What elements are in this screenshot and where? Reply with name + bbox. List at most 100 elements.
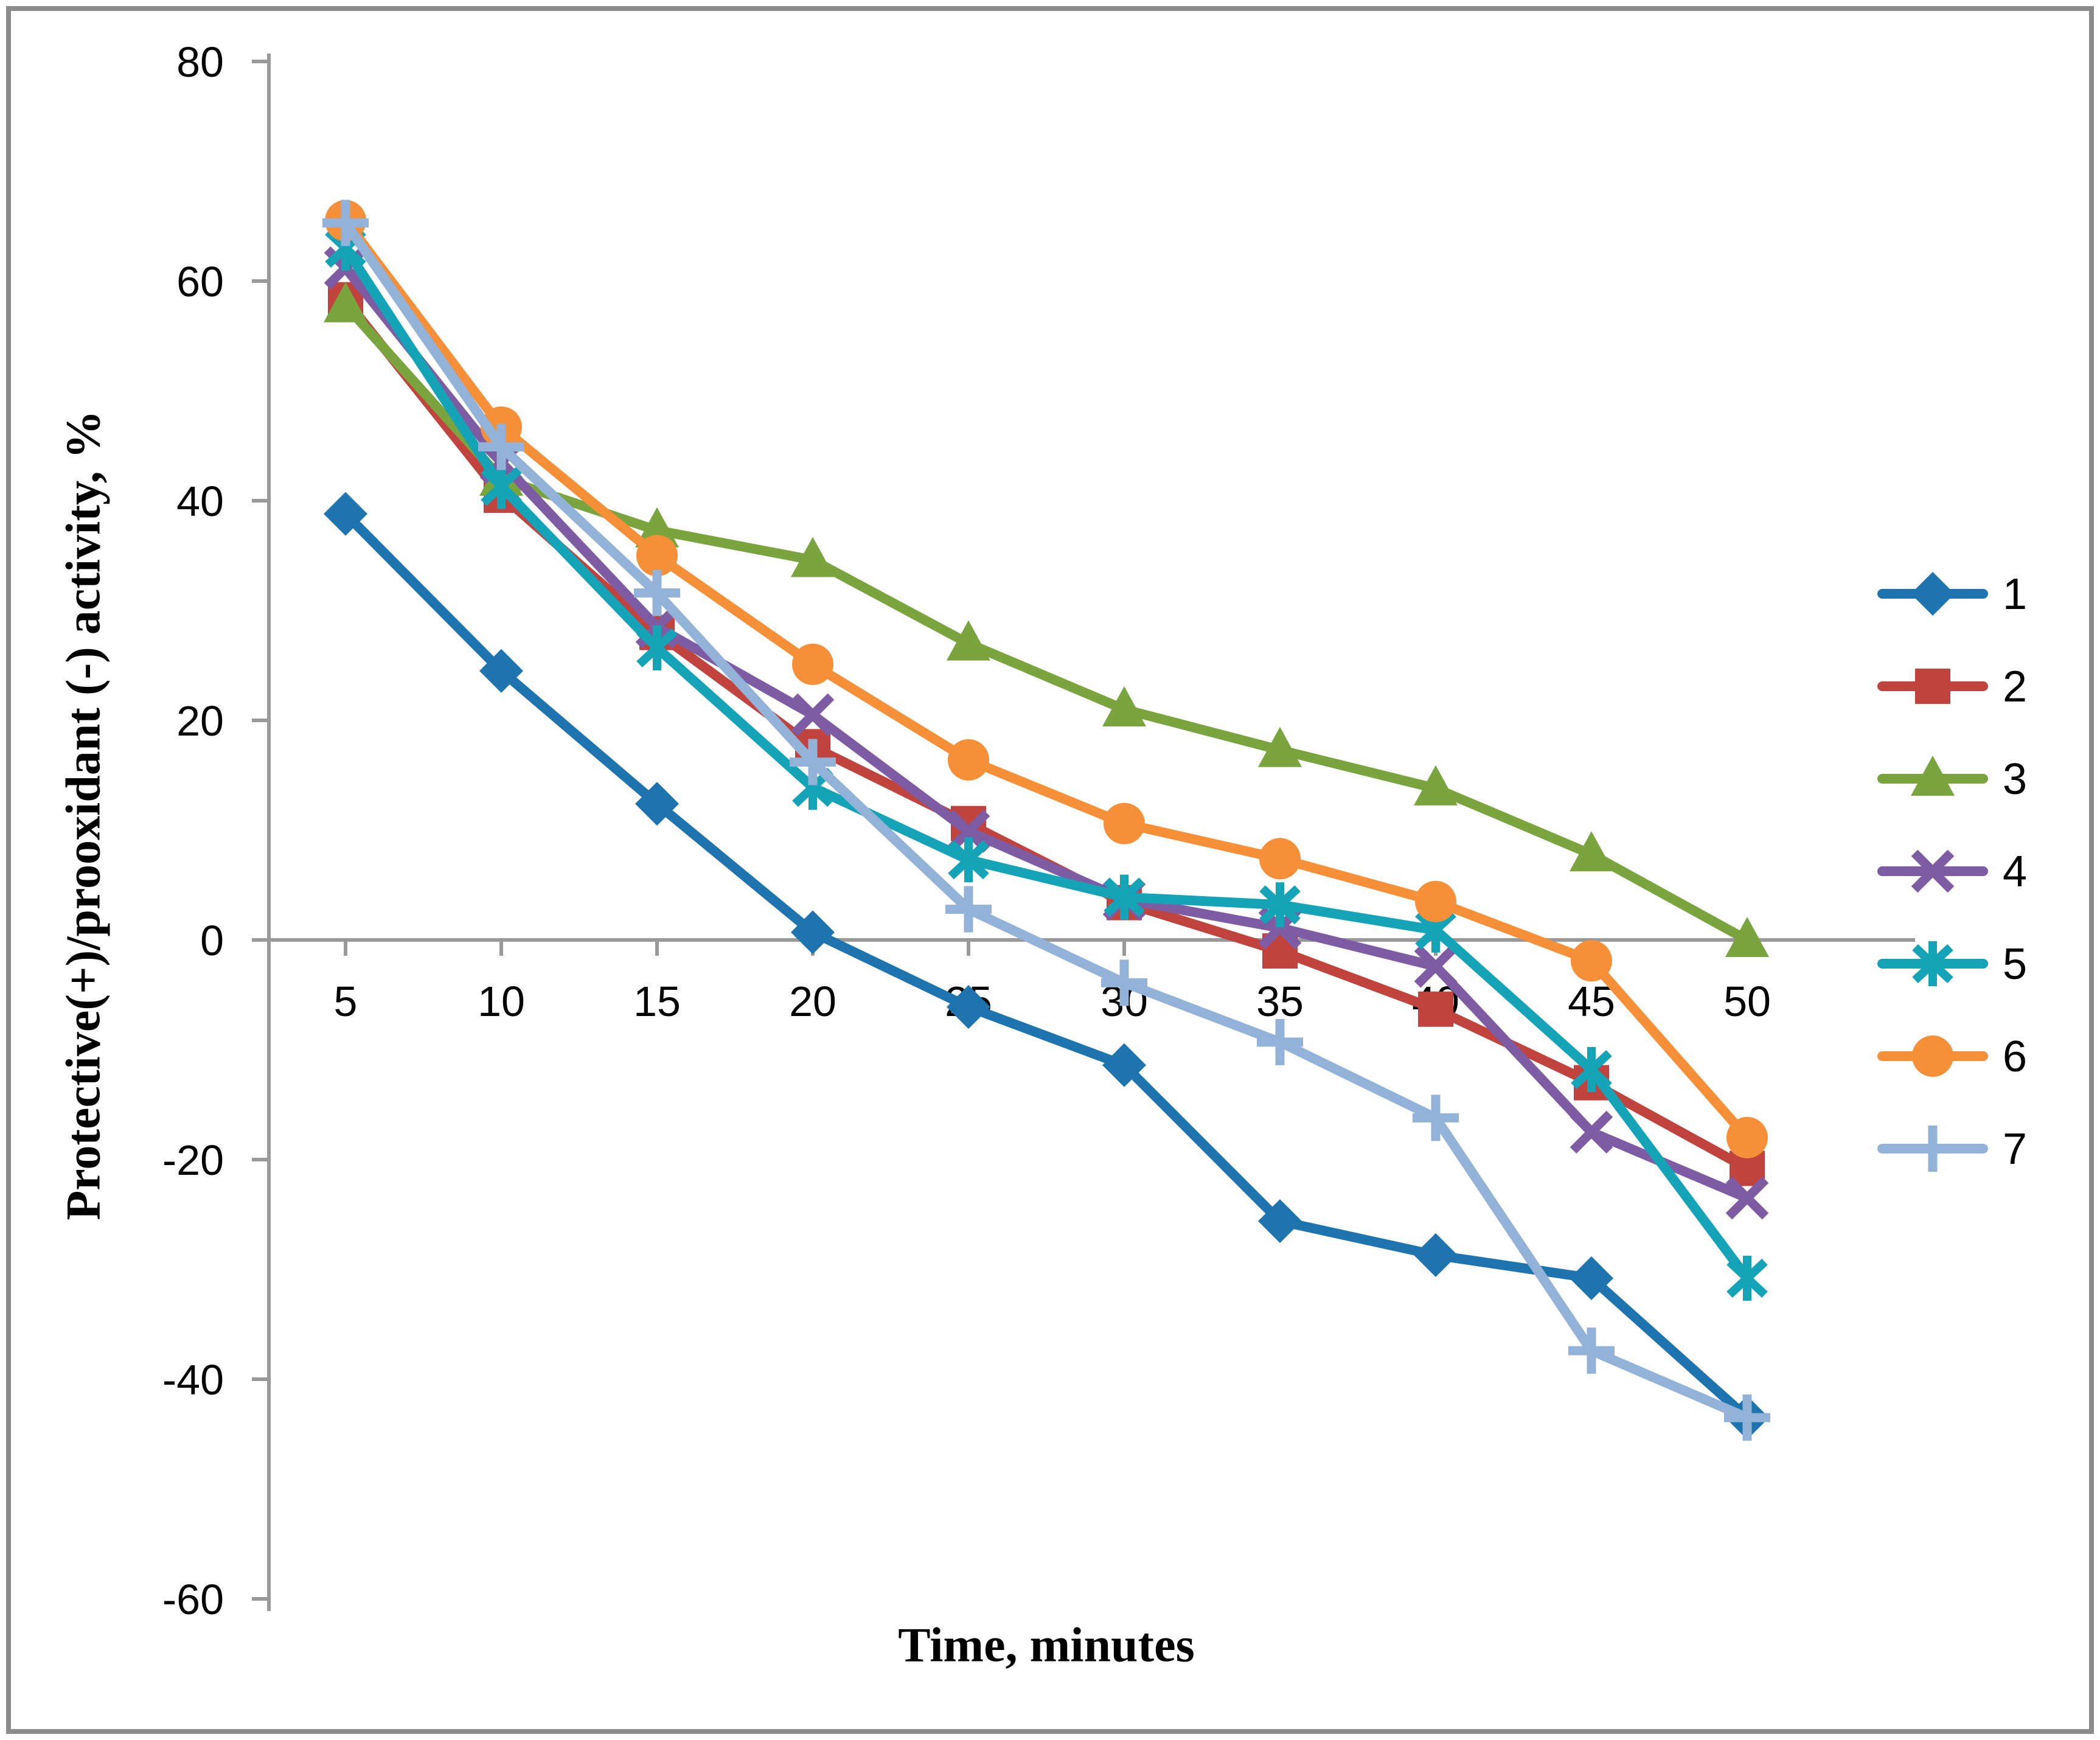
series-7 xyxy=(322,200,1770,1441)
diamond-marker xyxy=(947,985,990,1029)
x-axis-tick-label: 10 xyxy=(478,978,525,1025)
diamond-marker xyxy=(479,649,523,693)
legend-label: 3 xyxy=(2003,755,2027,804)
x-axis-tick-label: 20 xyxy=(789,978,836,1025)
diamond-marker xyxy=(791,910,835,955)
plus-marker xyxy=(945,886,992,933)
x-axis-tick-label: 5 xyxy=(334,978,358,1025)
legend-label: 4 xyxy=(2003,847,2027,896)
diamond-marker xyxy=(1414,1233,1458,1278)
plus-marker xyxy=(322,200,369,246)
legend-item-1: 1 xyxy=(1877,570,2027,619)
x-marker xyxy=(791,693,835,737)
legend-label: 2 xyxy=(2003,663,2027,711)
diamond-marker xyxy=(1258,1199,1302,1244)
legend-item-7: 7 xyxy=(1877,1125,2027,1174)
series-2 xyxy=(328,282,1765,1186)
plus-marker xyxy=(1413,1094,1459,1141)
x-axis-tick-label: 35 xyxy=(1256,978,1304,1025)
x-marker xyxy=(1725,1176,1769,1220)
circle-marker xyxy=(1571,940,1612,982)
plus-marker xyxy=(1101,959,1147,1006)
legend-label: 7 xyxy=(2003,1125,2027,1174)
legend-label: 1 xyxy=(2003,570,2027,619)
legend-item-4: 4 xyxy=(1877,847,2027,896)
triangle-marker xyxy=(1911,756,1955,796)
y-axis-tick-label: -40 xyxy=(162,1356,224,1404)
triangle-marker xyxy=(1102,686,1146,726)
legend-label: 5 xyxy=(2003,940,2027,989)
asterisk-marker xyxy=(481,464,522,509)
triangle-marker xyxy=(1725,917,1769,957)
circle-marker xyxy=(1726,1116,1768,1158)
plus-marker xyxy=(1257,1018,1303,1065)
x-axis-tick-label: 50 xyxy=(1723,978,1771,1025)
series-line-3 xyxy=(342,302,1750,945)
y-axis-tick-label: 60 xyxy=(176,258,224,305)
circle-marker xyxy=(1912,1035,1953,1077)
triangle-marker xyxy=(947,620,990,661)
series-4 xyxy=(324,246,1769,1220)
diamond-marker xyxy=(1911,572,1955,616)
y-axis-tick-label: 40 xyxy=(176,478,224,525)
triangle-marker xyxy=(324,282,367,322)
series-5 xyxy=(325,225,1768,1301)
x-axis-tick-label: 15 xyxy=(633,978,681,1025)
plus-marker xyxy=(790,739,836,785)
y-axis-tick-label: 80 xyxy=(176,38,224,86)
square-marker xyxy=(1915,669,1950,704)
plus-marker xyxy=(1568,1328,1615,1374)
y-axis-title: Protective(+)/prooxidant (-) activity, % xyxy=(57,410,111,1220)
circle-marker xyxy=(948,739,989,781)
asterisk-marker xyxy=(1104,874,1145,920)
plus-marker xyxy=(1724,1394,1770,1441)
legend-item-3: 3 xyxy=(1877,755,2027,804)
series-3 xyxy=(324,282,1769,957)
diamond-marker xyxy=(635,782,679,826)
legend-item-5: 5 xyxy=(1877,940,2027,989)
legend-item-2: 2 xyxy=(1877,663,2027,711)
series-line-1 xyxy=(342,510,1751,1422)
series-line-7 xyxy=(341,220,1750,1422)
series-line-5 xyxy=(341,245,1751,1281)
asterisk-marker xyxy=(1571,1046,1612,1092)
series-line-6 xyxy=(341,217,1751,1141)
square-marker xyxy=(1418,991,1453,1027)
diamond-marker xyxy=(324,492,367,536)
diamond-marker xyxy=(1570,1256,1613,1300)
circle-marker xyxy=(1259,838,1301,880)
legend-label: 6 xyxy=(2003,1032,2027,1081)
legend-item-6: 6 xyxy=(1877,1032,2027,1081)
circle-marker xyxy=(1415,880,1456,922)
asterisk-marker xyxy=(948,837,989,883)
triangle-marker xyxy=(1570,831,1613,872)
plus-marker xyxy=(478,423,524,470)
asterisk-marker xyxy=(1726,1255,1768,1301)
x-axis-title: Time, minutes xyxy=(898,1618,1195,1672)
series-6 xyxy=(325,200,1768,1158)
triangle-marker xyxy=(791,537,835,577)
y-axis-tick-label: 0 xyxy=(200,917,224,964)
y-axis-tick-label: 20 xyxy=(176,697,224,745)
circle-marker xyxy=(636,535,678,577)
legend: 1 2 3 4 5 6 7 xyxy=(1877,570,2027,1174)
triangle-marker xyxy=(1414,765,1458,806)
x-marker xyxy=(1414,945,1458,988)
circle-marker xyxy=(792,643,833,685)
x-marker xyxy=(1911,849,1955,893)
asterisk-marker xyxy=(1259,882,1301,928)
series-line-4 xyxy=(341,265,1750,1203)
plus-marker xyxy=(634,569,680,616)
triangle-marker xyxy=(1258,726,1302,767)
y-axis-tick-label: -20 xyxy=(162,1136,224,1184)
y-axis-tick-label: -60 xyxy=(162,1576,224,1623)
x-marker xyxy=(1570,1110,1613,1154)
triangle-marker xyxy=(635,507,679,548)
asterisk-marker xyxy=(1912,941,1953,986)
circle-marker xyxy=(1104,802,1145,844)
diamond-marker xyxy=(1102,1043,1146,1087)
asterisk-marker xyxy=(636,625,678,670)
plus-marker xyxy=(1910,1126,1956,1172)
